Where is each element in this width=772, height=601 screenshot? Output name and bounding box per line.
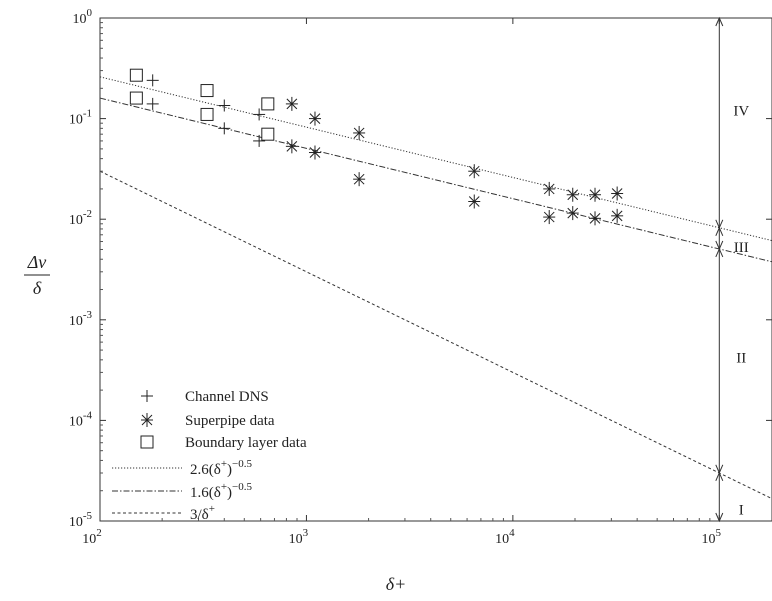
- y-tick-label: 10-4: [69, 409, 93, 429]
- asterisk-marker-point: [468, 164, 481, 179]
- asterisk-marker-point: [285, 139, 298, 154]
- legend-label-line-1-6: 1.6(δ+)−0.5: [190, 481, 253, 501]
- asterisk-marker-point: [589, 211, 602, 226]
- asterisk-marker-point: [353, 125, 366, 140]
- region-arrow-down: [715, 464, 724, 475]
- legend-label-line-2-6: 2.6(δ+)−0.5: [190, 458, 253, 478]
- region-label-i: I: [739, 503, 744, 519]
- plus-marker-point: [218, 99, 231, 112]
- region-label-ii: II: [736, 351, 746, 367]
- legend-label-boundary-layer: Boundary layer data: [185, 435, 307, 451]
- region-label-iv: IV: [733, 104, 749, 120]
- asterisk-marker-point: [543, 181, 556, 196]
- legend-item-line-1-6: 1.6(δ+)−0.5: [112, 481, 253, 501]
- x-tick-label: 102: [82, 527, 102, 547]
- y-tick-label: 10-1: [69, 108, 92, 128]
- asterisk-marker-point: [566, 206, 579, 221]
- asterisk-marker-point: [308, 145, 321, 160]
- legend-item-boundary-layer: Boundary layer data: [140, 435, 307, 451]
- asterisk-marker-point: [566, 187, 579, 202]
- axis-ticks: 102 103 104 105 10-5 10-4 10-3 10-2 10-1 100: [69, 7, 772, 547]
- asterisk-marker-point: [611, 208, 624, 223]
- plus-marker-point: [146, 97, 159, 110]
- legend-item-superpipe: Superpipe data: [141, 413, 275, 429]
- data-markers: [129, 68, 624, 226]
- asterisk-marker-point: [285, 96, 298, 111]
- square-marker-point: [200, 84, 214, 98]
- legend-item-line-2-6: 2.6(δ+)−0.5: [112, 458, 253, 478]
- legend-label-superpipe: Superpipe data: [185, 413, 275, 429]
- plot-frame: [99, 17, 772, 522]
- legend-label-channel-dns: Channel DNS: [185, 389, 269, 405]
- asterisk-marker-point: [589, 187, 602, 202]
- legend: Channel DNS Superpipe data Boundary laye…: [112, 389, 307, 523]
- legend-item-line-3: 3/δ+: [112, 503, 215, 523]
- x-tick-label: 104: [495, 527, 515, 547]
- y-tick-label: 100: [73, 7, 93, 27]
- y-tick-label: 10-3: [69, 309, 93, 329]
- asterisk-marker-point: [308, 111, 321, 126]
- model-line-dashdot: [99, 97, 772, 263]
- plus-marker-point: [253, 134, 266, 147]
- x-tick-label: 103: [289, 527, 309, 547]
- asterisk-marker-point: [543, 210, 556, 225]
- y-tick-label: 10-5: [69, 510, 93, 530]
- legend-asterisk-marker: [141, 413, 153, 427]
- legend-plus-marker: [141, 390, 153, 402]
- legend-square-glyph: [140, 435, 154, 449]
- plus-marker-point: [146, 74, 159, 87]
- square-marker-point: [129, 91, 143, 105]
- asterisk-marker-point: [468, 194, 481, 209]
- square-marker-point: [261, 97, 275, 111]
- legend-plus-glyph: [141, 390, 153, 402]
- square-marker-point: [200, 107, 214, 121]
- square-marker-point: [129, 68, 143, 82]
- y-tick-label: 10-2: [69, 208, 92, 228]
- legend-item-channel-dns: Channel DNS: [141, 389, 269, 405]
- legend-square-marker: [140, 435, 154, 449]
- x-tick-label: 105: [702, 527, 722, 547]
- y-axis-label-denominator: δ: [33, 278, 42, 298]
- model-lines: [99, 76, 772, 500]
- square-marker-point: [261, 127, 275, 141]
- model-line-dotted: [99, 76, 772, 242]
- legend-label-line-3: 3/δ+: [190, 503, 215, 523]
- model-line-dashed: [99, 170, 772, 500]
- region-arrow-down: [715, 240, 724, 251]
- plus-marker-point: [253, 108, 266, 121]
- asterisk-marker-point: [611, 186, 624, 201]
- legend-asterisk-glyph: [141, 413, 153, 427]
- y-axis-label-numerator: Δv: [27, 252, 47, 272]
- plus-marker-point: [218, 122, 231, 135]
- x-axis-label: δ+: [386, 574, 407, 594]
- region-arrow-down: [715, 219, 724, 230]
- region-label-iii: III: [734, 240, 749, 256]
- asterisk-marker-point: [353, 172, 366, 187]
